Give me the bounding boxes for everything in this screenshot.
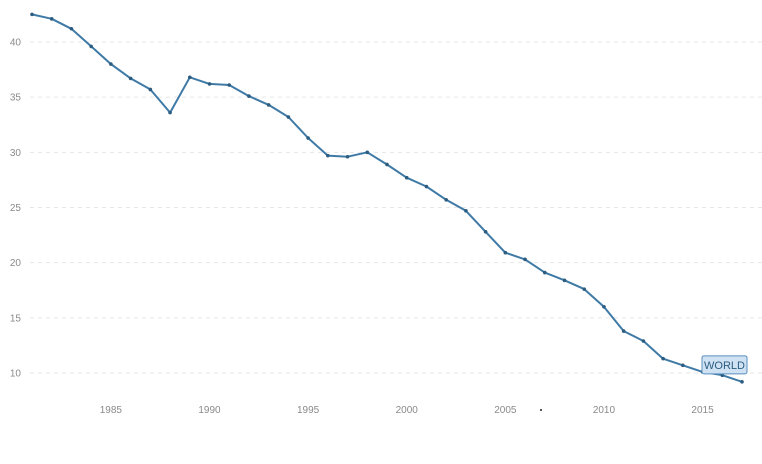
series-label[interactable]: WORLD (701, 355, 748, 375)
series-layer (31, 13, 743, 383)
data-point-1997[interactable] (345, 154, 350, 159)
data-point-1996[interactable] (326, 153, 330, 158)
series-line-0[interactable] (31, 13, 743, 383)
data-point-2004[interactable] (483, 229, 488, 234)
y-tick-label-40: 40 (10, 38, 22, 49)
data-point-1985[interactable] (109, 62, 113, 66)
data-point-1989[interactable] (187, 75, 192, 80)
data-point-1994[interactable] (286, 115, 291, 119)
x-tick-label-1985: 1985 (100, 405, 123, 416)
x-tick-label-2005: 2005 (494, 405, 517, 416)
data-point-1991[interactable] (227, 83, 232, 87)
data-point-2002[interactable] (444, 197, 448, 202)
data-point-1993[interactable] (266, 103, 271, 107)
x-tick-label-1990: 1990 (198, 405, 221, 416)
data-point-1986[interactable] (128, 76, 133, 81)
y-tick-label-15: 15 (10, 313, 22, 324)
data-point-2013[interactable] (661, 356, 665, 361)
series-label-text[interactable]: WORLD (704, 360, 745, 372)
data-point-2007[interactable] (542, 270, 547, 275)
data-point-1983[interactable] (69, 26, 74, 31)
x-tick-label-2015: 2015 (691, 405, 714, 416)
data-point-1981[interactable] (30, 12, 34, 17)
data-point-2011[interactable] (621, 329, 626, 333)
series-label-box[interactable] (701, 355, 748, 375)
x-tick-label-2010: 2010 (593, 405, 616, 416)
data-point-1990[interactable] (207, 82, 212, 86)
data-point-1992[interactable] (247, 94, 251, 98)
y-tick-label-35: 35 (10, 93, 22, 104)
data-point-2003[interactable] (464, 209, 468, 213)
y-tick-label-10: 10 (10, 369, 22, 380)
stray-dot (540, 409, 542, 411)
data-point-2000[interactable] (404, 175, 409, 180)
data-point-2014[interactable] (681, 363, 685, 368)
data-point-2005[interactable] (503, 250, 508, 255)
x-tick-label-1995: 1995 (297, 405, 320, 416)
data-point-1987[interactable] (148, 87, 153, 92)
data-points (30, 12, 744, 384)
grid-layer (30, 41, 762, 374)
data-point-2017[interactable] (740, 380, 744, 384)
data-point-2012[interactable] (641, 339, 646, 343)
data-point-1988[interactable] (168, 110, 172, 115)
y-tick-label-20: 20 (10, 258, 22, 269)
data-point-2006[interactable] (523, 257, 527, 262)
y-tick-label-30: 30 (10, 148, 22, 159)
data-point-1995[interactable] (306, 136, 310, 140)
data-point-1982[interactable] (49, 17, 54, 21)
data-point-1984[interactable] (89, 44, 93, 49)
data-point-2008[interactable] (562, 278, 567, 283)
x-tick-label-2000: 2000 (396, 405, 419, 416)
data-point-1999[interactable] (385, 162, 389, 167)
y-axis-ticks: 10 15 20 25 30 35 40 (10, 38, 22, 380)
y-tick-label-25: 25 (10, 203, 22, 214)
data-point-1998[interactable] (365, 150, 370, 155)
x-axis-ticks: 1985 1990 1995 2000 2005 2010 2015 (100, 405, 714, 416)
data-point-2009[interactable] (582, 287, 587, 291)
data-point-2010[interactable] (602, 305, 606, 309)
data-point-2001[interactable] (424, 184, 429, 189)
